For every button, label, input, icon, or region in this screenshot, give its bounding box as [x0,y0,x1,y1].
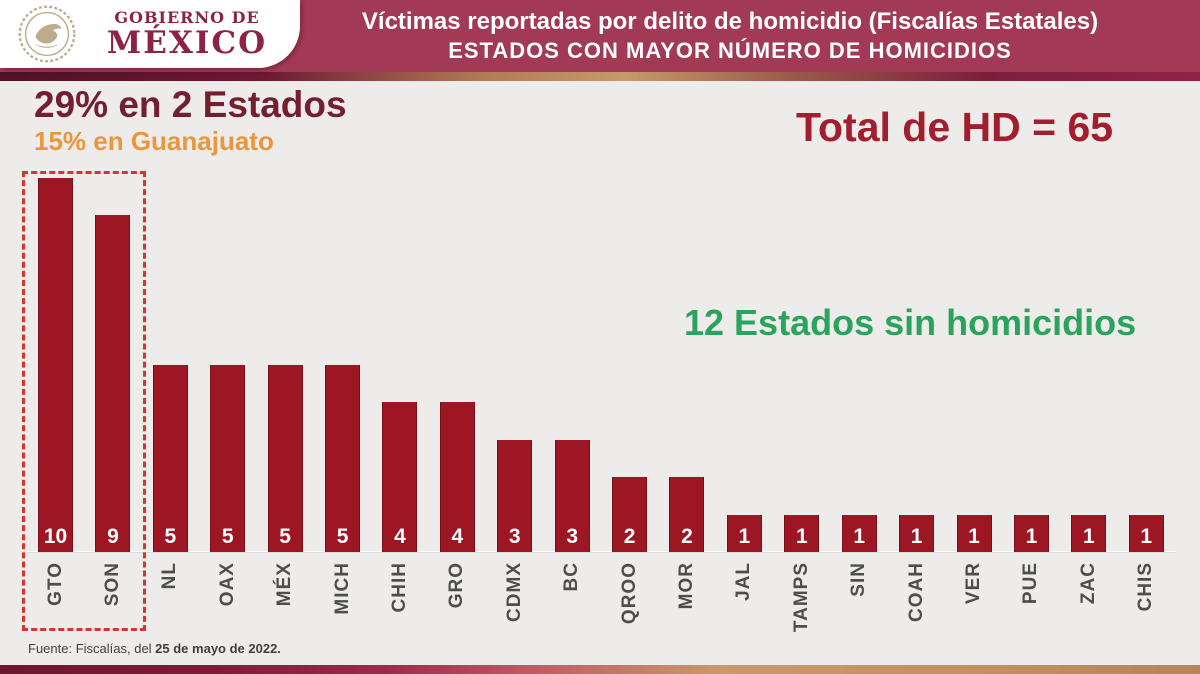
bar-MOR: 2 [669,477,705,552]
bar-label-MICH: MICH [331,562,353,615]
bar-label-GRO: GRO [446,562,468,609]
bar-OAX: 5 [210,365,246,552]
bar-column-JAL: 1 JAL [726,178,762,601]
bar-value-MICH: 5 [336,525,349,548]
bar-value-BC: 3 [566,525,578,548]
bar-column-SIN: 1 SIN [841,178,877,597]
bar-label-JAL: JAL [733,562,755,601]
bar-column-GTO: 10 GTO [38,178,73,606]
bar-column-GRO: 4 GRO [439,178,475,608]
bar-value-CHIS: 1 [1140,525,1153,548]
bar-label-PUE: PUE [1020,562,1042,605]
bar-TAMPS: 1 [784,515,820,552]
bar-label-BC: BC [561,562,583,592]
bar-column-OAX: 5 OAX [210,178,246,606]
bar-column-CHIS: 1 CHIS [1128,178,1164,611]
annotation-15-percent: 15% en Guanajuato [34,126,274,156]
bar-ZAC: 1 [1071,515,1107,552]
bar-CHIS: 1 [1128,515,1164,552]
bar-value-MOR: 2 [681,525,693,548]
bar-column-MICH: 5 MICH [325,178,361,615]
bar-GTO: 10 [38,178,73,552]
bar-PUE: 1 [1013,515,1049,552]
annotation-zero-states: 12 Estados sin homicidios [684,302,1137,343]
bar-column-BC: 3 BC [554,178,590,591]
source-note: Fuente: Fiscalías, del 25 de mayo de 202… [28,641,281,656]
bar-value-TAMPS: 1 [795,525,808,548]
bar-chart-plot: 10 GTO 9 SON 5 NL 5 OAX 5 MÉX 5 MICH 4 CHIH 4 GRO 3 CDMX 3… [38,178,1164,632]
bar-column-QROO: 2 QROO [612,178,648,624]
bar-column-CDMX: 3 CDMX [497,178,533,622]
header-gradient-strip [0,72,1200,81]
bar-label-CHIS: CHIS [1135,562,1157,612]
bar-value-PUE: 1 [1025,525,1038,548]
bar-column-TAMPS: 1 TAMPS [784,178,820,632]
bar-label-VER: VER [963,562,984,605]
bar-value-MÉX: 5 [279,525,291,548]
bar-MICH: 5 [325,365,361,552]
bar-label-TAMPS: TAMPS [790,562,812,633]
bar-value-NL: 5 [164,525,177,548]
gobierno-de-mexico-logo: GOBIERNO DE MÉXICO [0,0,300,68]
bar-label-ZAC: ZAC [1077,562,1099,605]
page-subtitle: ESTADOS CON MAYOR NÚMERO DE HOMICIDIOS [448,38,1012,63]
bar-value-CHIH: 4 [394,525,406,548]
bar-column-MÉX: 5 MÉX [267,178,303,606]
bar-CHIH: 4 [382,402,418,552]
bar-value-JAL: 1 [738,525,751,548]
bar-VER: 1 [956,515,992,552]
bar-JAL: 1 [726,515,762,552]
logo-wordmark: GOBIERNO DE MÉXICO [92,10,282,59]
bar-SIN: 1 [841,515,877,552]
header-titles: Víctimas reportadas por delito de homici… [300,0,1160,72]
bar-column-COAH: 1 COAH [899,178,935,622]
bar-GRO: 4 [439,402,475,552]
bar-value-OAX: 5 [221,525,234,548]
bar-column-VER: 1 VER [956,178,992,604]
bar-column-SON: 9 SON [95,178,131,606]
annotation-29-percent: 29% en 2 Estados [34,84,347,125]
bar-COAH: 1 [899,515,935,552]
bar-label-MÉX: MÉX [274,562,296,607]
bar-label-SIN: SIN [848,562,870,597]
bottom-gradient-strip [0,665,1200,674]
bar-column-ZAC: 1 ZAC [1071,178,1107,604]
bar-label-MOR: MOR [675,562,697,610]
bar-column-PUE: 1 PUE [1013,178,1049,604]
bar-SON: 9 [95,215,131,552]
bar-value-QROO: 2 [623,525,636,548]
bar-label-CDMX: CDMX [503,562,525,622]
bar-label-OAX: OAX [216,562,238,607]
bar-value-ZAC: 1 [1082,525,1095,548]
bar-column-MOR: 2 MOR [669,178,705,609]
bar-value-VER: 1 [968,525,980,548]
mexico-eagle-seal-icon [18,5,76,63]
bar-value-GTO: 10 [43,525,68,548]
bar-QROO: 2 [612,477,648,552]
annotation-total-hd: Total de HD = 65 [796,104,1114,150]
bar-value-CDMX: 3 [508,525,521,548]
bar-NL: 5 [152,365,188,552]
bar-column-NL: 5 NL [152,178,188,589]
bar-column-CHIH: 4 CHIH [382,178,418,612]
bar-label-QROO: QROO [618,562,640,625]
highlight-dashed-box [22,171,146,631]
logo-line1: GOBIERNO DE [114,8,260,27]
source-prefix: Fuente: Fiscalías, del [28,641,156,656]
x-axis-line [26,551,1176,553]
bar-label-CHIH: CHIH [388,562,410,613]
bar-value-COAH: 1 [910,525,923,548]
bar-BC: 3 [554,440,590,552]
bar-CDMX: 3 [497,440,533,552]
source-date: 25 de mayo de 2022. [155,641,281,656]
logo-line2: MÉXICO [106,25,268,61]
page-title: Víctimas reportadas por delito de homici… [361,8,1099,35]
bar-label-NL: NL [159,562,181,590]
bar-value-SIN: 1 [853,525,866,548]
bar-value-GRO: 4 [451,525,464,548]
bar-label-COAH: COAH [905,562,927,622]
bar-value-SON: 9 [107,525,119,548]
bar-MÉX: 5 [267,365,303,552]
